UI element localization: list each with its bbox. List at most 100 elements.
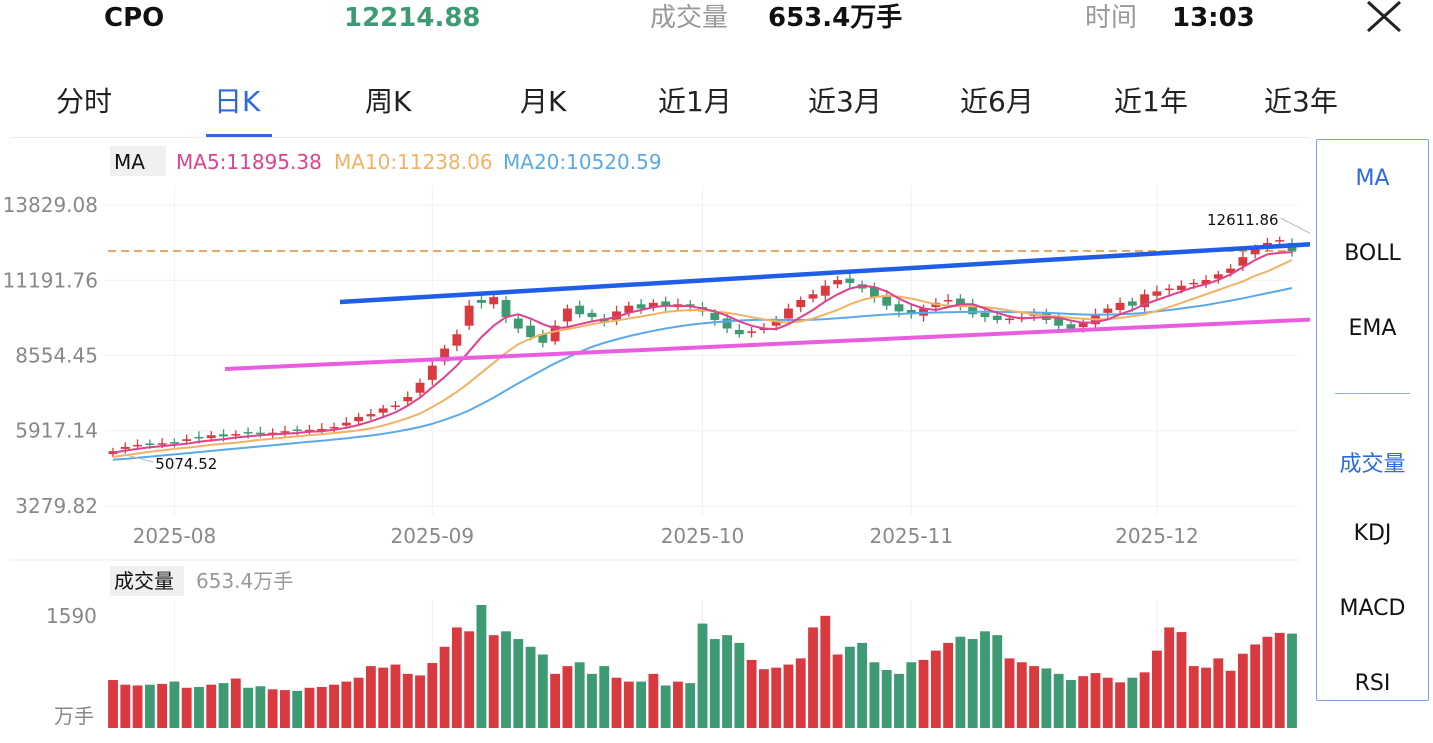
candle-body (1005, 318, 1014, 321)
ma-legend-box (110, 146, 166, 176)
max-price-leader (1280, 217, 1310, 234)
volume-bar (857, 642, 868, 728)
candle-body (661, 301, 671, 306)
volume-bar (1201, 667, 1211, 728)
volume-bar (108, 680, 118, 728)
volume-bar (157, 683, 168, 728)
candle-body (562, 308, 572, 322)
candle-body (943, 299, 953, 302)
volume-bar (648, 673, 659, 728)
volume-bar (844, 646, 855, 728)
volume-bar (1102, 677, 1113, 728)
tab-1-year[interactable]: 近1年 (1114, 85, 1188, 118)
indicator-kdj[interactable]: KDJ (1353, 521, 1392, 546)
candle-body (501, 299, 511, 318)
volume-bar (378, 667, 389, 728)
x-tick-label: 2025-10 (661, 524, 745, 548)
candle-body (292, 429, 302, 432)
indicator-macd[interactable]: MACD (1339, 596, 1406, 621)
ma20-line (112, 287, 1293, 461)
indicator-side-menu: MA BOLL EMA 成交量 KDJ MACD RSI (1316, 139, 1429, 701)
volume-bar (329, 684, 339, 728)
header-bar: CPO 12214.88 成交量 653.4万手 时间 13:03 (0, 0, 1433, 40)
volume-bar (341, 681, 352, 728)
max-price-label: 12611.86 (1207, 211, 1279, 229)
candle-body (648, 302, 658, 308)
volume-bar (832, 654, 843, 728)
candle-body (992, 315, 1002, 320)
x-tick-label: 2025-09 (391, 524, 475, 548)
tab-weekly-k[interactable]: 周K (365, 85, 412, 118)
candle-body (882, 295, 892, 306)
volume-panel-value: 653.4万手 (196, 569, 293, 593)
volume-bar (1287, 633, 1297, 728)
tab-6-months[interactable]: 近6月 (960, 85, 1034, 118)
volume-bar (402, 673, 413, 728)
kline-chart[interactable]: MA MA5:11895.38 MA10:11238.06 MA20:10520… (0, 0, 1310, 743)
candle-body (1078, 322, 1088, 328)
candle-body (1054, 318, 1064, 326)
volume-bar (464, 631, 475, 728)
volume-bar (980, 631, 990, 728)
volume-bar (537, 654, 548, 728)
volume-bar (697, 623, 708, 728)
volume-bar (894, 673, 904, 728)
x-axis-ticks: 2025-08 2025-09 2025-10 2025-11 2025-12 (133, 524, 1199, 548)
tab-1-month[interactable]: 近1月 (658, 85, 732, 118)
volume-bar (943, 642, 954, 728)
volume-bar (1188, 666, 1199, 728)
candle-body (1263, 242, 1272, 246)
indicator-rsi[interactable]: RSI (1354, 671, 1391, 696)
candle-body (845, 278, 855, 283)
candle-body (120, 446, 130, 449)
volume-bar (1139, 672, 1150, 728)
volume-bar (734, 642, 745, 728)
indicator-ma[interactable]: MA (1355, 166, 1390, 191)
x-tick-label: 2025-12 (1115, 524, 1199, 548)
volume-bar (1016, 662, 1027, 728)
volume-bar (353, 677, 364, 728)
tab-intraday[interactable]: 分时 (56, 85, 113, 118)
indicator-volume[interactable]: 成交量 (1339, 452, 1406, 477)
tab-3-years[interactable]: 近3年 (1264, 85, 1338, 118)
tab-3-months[interactable]: 近3月 (808, 85, 882, 118)
volume-bar (673, 681, 683, 728)
candle-body (808, 294, 818, 299)
y-tick-label: 3279.82 (15, 494, 98, 518)
candle-body (968, 304, 978, 315)
volume-bar (476, 605, 487, 728)
volume-bar (746, 659, 757, 728)
volume-bar (955, 636, 966, 728)
volume-bar (513, 639, 524, 728)
volume-bar (267, 689, 278, 728)
volume-bar (451, 627, 462, 728)
volume-bar (525, 646, 536, 728)
candle-body (1127, 301, 1137, 306)
volume-bar (439, 646, 450, 728)
candle-body (796, 299, 806, 308)
volume-bar (1164, 627, 1175, 728)
volume-bar (808, 627, 818, 728)
volume-bar (685, 683, 696, 728)
side-menu-divider (1335, 393, 1410, 394)
volume-bar (722, 635, 732, 728)
candle-body (575, 305, 585, 315)
candle-body (145, 443, 155, 446)
volume-bar (1029, 666, 1040, 728)
candle-body (255, 432, 265, 435)
indicator-boll[interactable]: BOLL (1344, 241, 1401, 266)
volume-bar (501, 631, 511, 728)
indicator-ema[interactable]: EMA (1348, 316, 1397, 341)
volume-bar (562, 666, 573, 728)
tab-daily-k[interactable]: 日K (214, 85, 261, 118)
min-price-leader (125, 454, 154, 463)
volume-bar (292, 690, 303, 728)
close-button[interactable] (1364, 0, 1404, 34)
y-tick-label: 13829.08 (3, 193, 98, 217)
volume-bar (906, 662, 917, 728)
candle-body (1250, 248, 1260, 255)
volume-bar (599, 666, 610, 728)
candle-body (784, 308, 793, 319)
candle-body (747, 331, 757, 333)
tab-monthly-k[interactable]: 月K (520, 85, 567, 118)
